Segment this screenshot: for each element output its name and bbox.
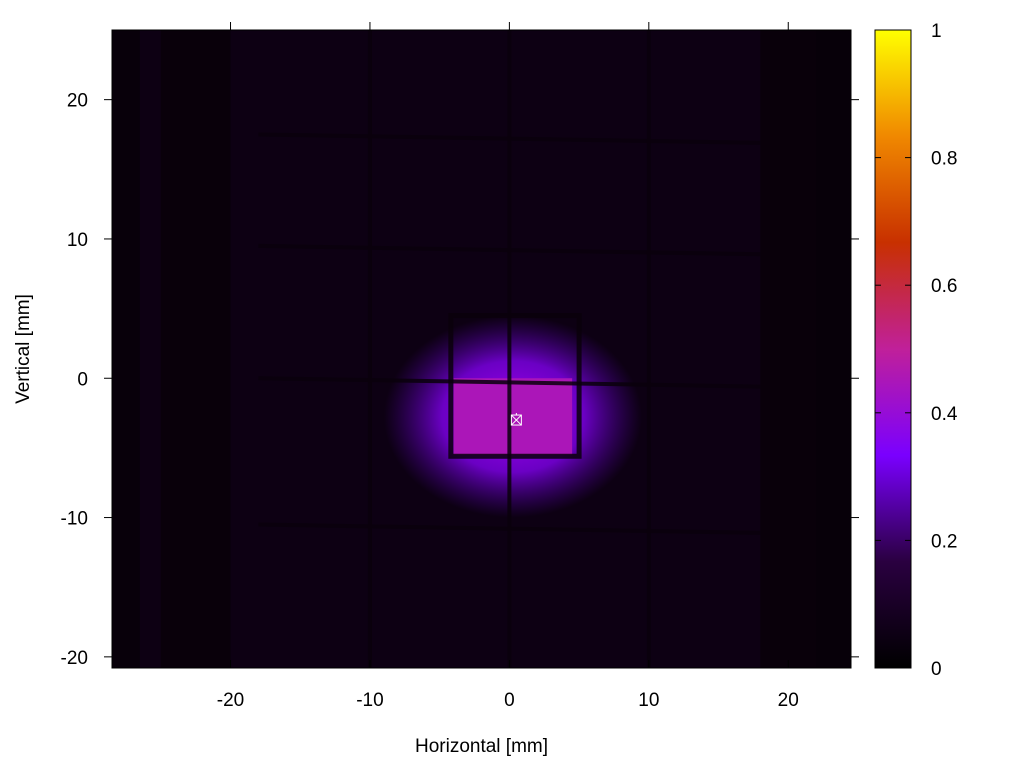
x-tick-label: 10	[638, 690, 659, 711]
y-axis: -20 -10 0 10 20	[61, 91, 859, 669]
grid-wire-horizontal	[258, 522, 761, 535]
x-axis: -20 -10 0 10 20	[217, 22, 799, 711]
plot-area	[112, 30, 851, 668]
x-tick-label: 20	[778, 690, 799, 711]
grid-wire-horizontal	[258, 132, 761, 145]
colorbar-tick-label: 1	[931, 21, 942, 42]
colorbar-tick-label: 0.6	[931, 276, 957, 297]
colorbar	[874, 29, 912, 669]
x-tick-label: 0	[504, 690, 515, 711]
dark-band	[160, 30, 231, 668]
plot-frame	[111, 29, 852, 669]
y-tick-label: 10	[67, 230, 88, 251]
colorbar-tick-label: 0.4	[931, 404, 958, 425]
y-tick-label: -10	[61, 509, 88, 530]
colorbar-tick-label: 0.2	[931, 531, 957, 552]
y-tick-label: 0	[77, 369, 88, 390]
y-tick-label: 20	[67, 91, 88, 112]
grid-wire-horizontal	[258, 243, 761, 257]
colorbar-tick-label: 0.8	[931, 149, 957, 170]
colorbar-tick-label: 0	[931, 659, 942, 680]
x-tick-label: -10	[356, 690, 383, 711]
y-tick-label: -20	[61, 648, 88, 669]
inner-frame	[448, 313, 582, 459]
beam-center-cross	[511, 413, 522, 426]
colorbar-axis: 0 0.2 0.4 0.6 0.8 1	[875, 21, 958, 680]
dark-band	[112, 30, 140, 668]
x-tick-label: -20	[217, 690, 244, 711]
x-axis-label: Horizontal [mm]	[415, 736, 548, 757]
dark-band	[760, 30, 817, 668]
grid-wire-horizontal	[258, 376, 761, 389]
y-axis-label: Vertical [mm]	[13, 294, 34, 404]
dark-band	[816, 30, 851, 668]
